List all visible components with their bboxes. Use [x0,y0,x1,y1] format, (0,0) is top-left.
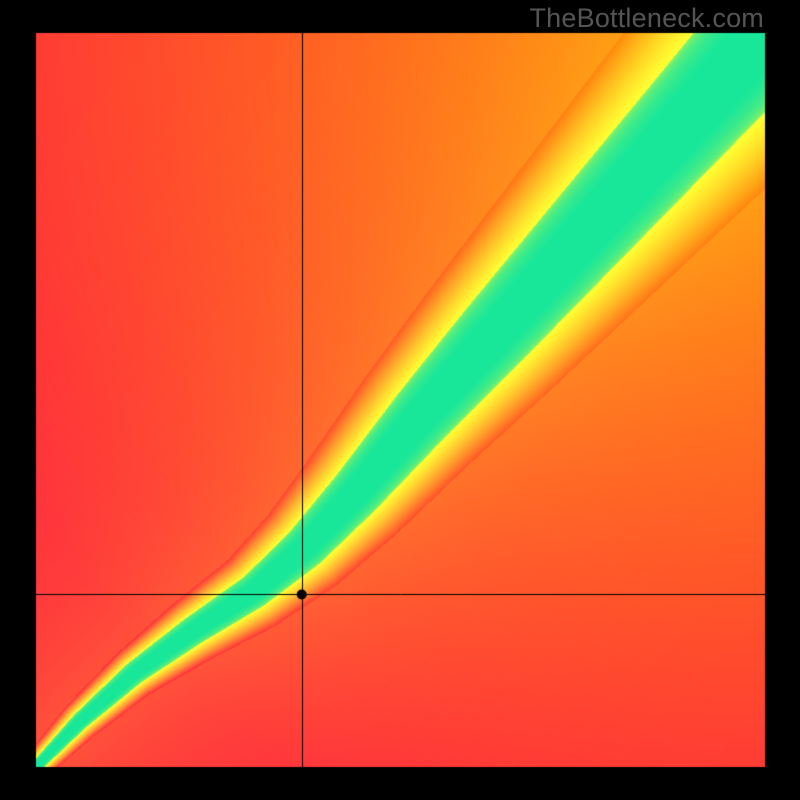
chart-container: TheBottleneck.com [0,0,800,800]
watermark-text: TheBottleneck.com [529,3,764,34]
bottleneck-heatmap [0,0,800,800]
